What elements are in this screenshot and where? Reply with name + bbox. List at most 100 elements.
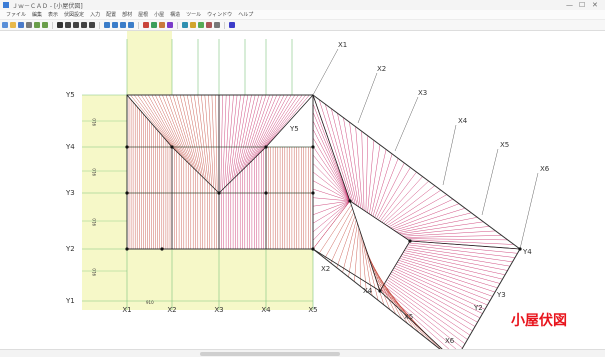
lower-x-label: X4 xyxy=(363,287,373,295)
print-icon[interactable] xyxy=(26,22,32,28)
menu-item[interactable]: ウィンドウ xyxy=(207,12,233,18)
rafter-line xyxy=(312,120,351,202)
highlight-region xyxy=(127,249,313,310)
hip-line xyxy=(312,94,351,202)
rafter-line xyxy=(312,129,351,202)
rafter-line xyxy=(367,140,375,213)
rafter-line xyxy=(372,268,420,334)
rafter-line xyxy=(389,275,476,327)
menu-item[interactable]: 配置 xyxy=(106,12,117,18)
rafter-line xyxy=(400,256,501,284)
toolbar-separator xyxy=(99,21,100,29)
menu-item[interactable]: ヘルプ xyxy=(238,12,254,18)
undo-icon[interactable] xyxy=(34,22,40,28)
highlight-region xyxy=(82,95,127,310)
leader-line xyxy=(519,172,539,250)
rafter-line xyxy=(312,200,351,224)
menu-item[interactable]: ファイル xyxy=(6,12,27,18)
rafter-line xyxy=(366,249,391,310)
menu-item[interactable]: 屋根 xyxy=(138,12,149,18)
redo-icon[interactable] xyxy=(42,22,48,28)
grid-icon[interactable] xyxy=(198,22,204,28)
rafter-line xyxy=(201,94,211,185)
line-icon[interactable] xyxy=(65,22,71,28)
help-icon[interactable] xyxy=(229,22,235,28)
y-axis-label: Y4 xyxy=(65,143,75,151)
rafter-line xyxy=(401,254,503,280)
menu-item[interactable]: 部材 xyxy=(122,12,133,18)
menu-item[interactable]: 構造 xyxy=(170,12,181,18)
node-marker xyxy=(264,145,268,149)
rafter-line xyxy=(312,200,351,216)
menu-item[interactable]: 編集 xyxy=(32,12,43,18)
rafter-line xyxy=(256,94,296,156)
arc-icon[interactable] xyxy=(89,22,95,28)
rafter-line xyxy=(312,200,351,207)
rafter-line xyxy=(312,197,351,202)
hip-line xyxy=(349,200,411,242)
dimension-label: 910 xyxy=(92,268,97,276)
rafter-line xyxy=(361,131,365,211)
zoom-out-icon[interactable] xyxy=(112,22,118,28)
roof-framing-plan[interactable]: Y5 Y4 Y3 Y2 Y1 X1 X2 X3 X4 X5 910 910 910 910 X1 X2 X3 X4… xyxy=(0,31,605,357)
layer-icon[interactable] xyxy=(182,22,188,28)
lower-x-label: X2 xyxy=(321,265,330,273)
new-icon[interactable] xyxy=(2,22,8,28)
diagonal-x-label: X5 xyxy=(500,141,509,149)
open-icon[interactable] xyxy=(10,22,16,28)
toolbar xyxy=(0,20,605,31)
rafter-line xyxy=(381,176,423,223)
hip-line xyxy=(171,146,220,194)
fit-icon[interactable] xyxy=(120,22,126,28)
rafter-line xyxy=(186,94,203,178)
menu-item[interactable]: 入力 xyxy=(90,12,101,18)
node-marker xyxy=(264,191,268,195)
diagonal-y-label: Y3 xyxy=(496,291,506,299)
maximize-button[interactable]: ☐ xyxy=(579,1,586,9)
node-marker xyxy=(311,191,315,195)
toolbar-separator xyxy=(138,21,139,29)
menu-item[interactable]: ツール xyxy=(186,12,202,18)
rafter-line xyxy=(244,94,270,169)
leader-line xyxy=(312,48,339,96)
rafter-line xyxy=(251,94,285,162)
rafter-line xyxy=(245,94,274,167)
rafter-line xyxy=(229,94,241,183)
hip-line xyxy=(265,94,314,148)
rafter-line xyxy=(169,94,194,169)
minimize-button[interactable]: — xyxy=(566,1,573,9)
color-icon[interactable] xyxy=(190,22,196,28)
snap-icon[interactable] xyxy=(206,22,212,28)
rafter-line xyxy=(324,104,354,204)
select-icon[interactable] xyxy=(57,22,63,28)
purlin-icon[interactable] xyxy=(167,22,173,28)
menu-item[interactable]: 表示 xyxy=(48,12,59,18)
leader-line xyxy=(442,124,457,186)
rafter-line xyxy=(394,265,488,306)
toolbar-separator xyxy=(177,21,178,29)
menu-item[interactable]: 小屋 xyxy=(154,12,165,18)
rafter-line xyxy=(312,112,351,202)
menu-item[interactable]: 伏図設定 xyxy=(64,12,85,18)
zoom-in-icon[interactable] xyxy=(104,22,110,28)
rafter-line xyxy=(236,94,256,176)
rafter-line xyxy=(253,94,288,160)
valley-icon[interactable] xyxy=(151,22,157,28)
hip-line xyxy=(312,248,381,292)
diagonal-x-label: X3 xyxy=(418,89,427,97)
hip-icon[interactable] xyxy=(143,22,149,28)
rect-icon[interactable] xyxy=(73,22,79,28)
rafter-line xyxy=(247,94,278,165)
close-button[interactable]: ✕ xyxy=(592,1,598,9)
circle-icon[interactable] xyxy=(81,22,87,28)
rafter-line xyxy=(155,94,187,162)
rafter-line xyxy=(312,188,351,202)
toolbar-separator xyxy=(52,21,53,29)
rafter-icon[interactable] xyxy=(159,22,165,28)
node-marker xyxy=(160,247,164,251)
measure-icon[interactable] xyxy=(214,22,220,28)
save-icon[interactable] xyxy=(18,22,24,28)
horizontal-scrollbar[interactable] xyxy=(200,352,340,356)
pan-icon[interactable] xyxy=(128,22,134,28)
drawing-canvas[interactable]: Y5 Y4 Y3 Y2 Y1 X1 X2 X3 X4 X5 910 910 910 910 X1 X2 X3 X4… xyxy=(0,31,605,357)
